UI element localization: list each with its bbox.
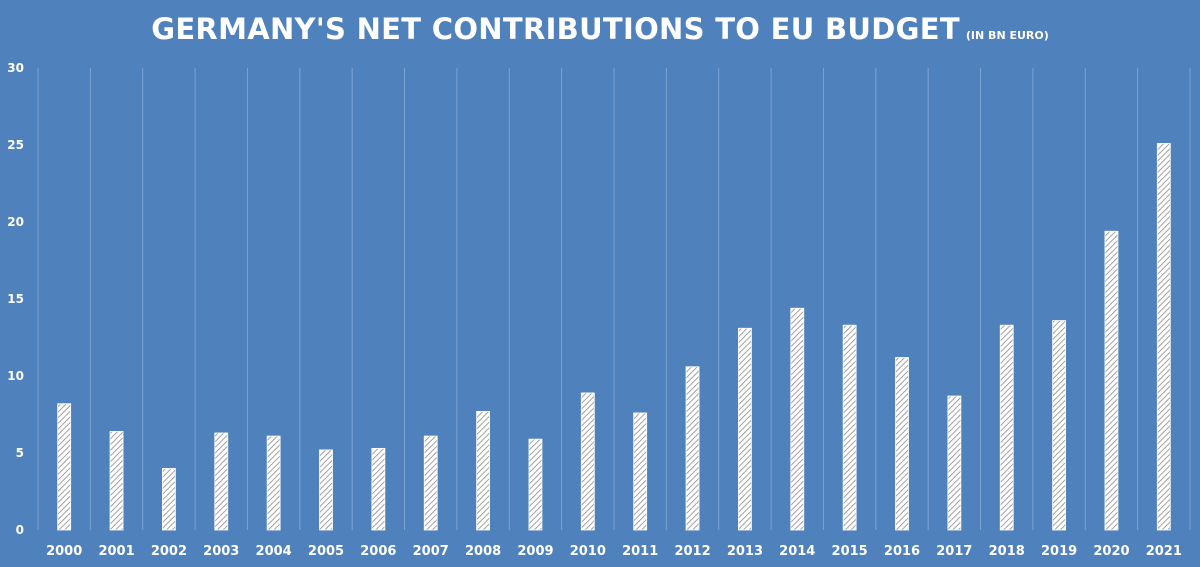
bar-2014 bbox=[790, 307, 805, 531]
bar-2005 bbox=[319, 449, 333, 531]
y-tick-label: 25 bbox=[7, 138, 24, 152]
x-tick-label: 2017 bbox=[936, 544, 972, 559]
bar-2012 bbox=[685, 366, 700, 531]
y-tick-label: 30 bbox=[7, 61, 24, 75]
x-tick-label: 2020 bbox=[1093, 544, 1129, 559]
x-tick-label: 2019 bbox=[1041, 544, 1077, 559]
y-axis-ticks: 0 5 10 15 20 25 30 bbox=[7, 61, 24, 537]
bar-2000 bbox=[57, 403, 72, 531]
x-tick-label: 2014 bbox=[779, 544, 815, 559]
x-tick-label: 2002 bbox=[151, 544, 187, 559]
x-tick-label: 2006 bbox=[360, 544, 396, 559]
bar-2009 bbox=[528, 438, 543, 531]
bar-2004 bbox=[266, 435, 281, 531]
x-tick-label: 2004 bbox=[256, 544, 292, 559]
x-tick-label: 2010 bbox=[570, 544, 606, 559]
x-tick-label: 2005 bbox=[308, 544, 344, 559]
bar-2021 bbox=[1156, 143, 1171, 531]
bar-2011 bbox=[633, 412, 648, 531]
x-axis-ticks: 2000 2001 2002 2003 2004 2005 2006 2007 2008 2009… bbox=[46, 544, 1182, 559]
x-tick-label: 2003 bbox=[203, 544, 239, 559]
x-tick-label: 2007 bbox=[413, 544, 449, 559]
bar-2010 bbox=[580, 392, 595, 531]
bar-2006 bbox=[371, 447, 386, 531]
x-tick-label: 2000 bbox=[46, 544, 82, 559]
grid-lines bbox=[37, 68, 1191, 530]
bar-2018 bbox=[999, 324, 1014, 531]
bar-2007 bbox=[423, 435, 438, 531]
x-tick-label: 2013 bbox=[727, 544, 763, 559]
bar-2008 bbox=[476, 411, 490, 531]
y-tick-label: 10 bbox=[7, 369, 24, 383]
bar-2019 bbox=[1052, 320, 1066, 531]
bar-2017 bbox=[947, 395, 962, 531]
bar-2020 bbox=[1104, 230, 1119, 531]
bar-2001 bbox=[109, 431, 124, 531]
bar-2013 bbox=[738, 327, 752, 531]
x-tick-label: 2011 bbox=[622, 544, 658, 559]
bar-2015 bbox=[842, 324, 857, 531]
y-tick-label: 5 bbox=[16, 446, 24, 460]
chart-title: GERMANY'S NET CONTRIBUTIONS TO EU BUDGET… bbox=[0, 12, 1200, 46]
x-tick-label: 2001 bbox=[98, 544, 134, 559]
y-tick-label: 20 bbox=[7, 215, 24, 229]
x-tick-label: 2008 bbox=[465, 544, 501, 559]
y-tick-label: 0 bbox=[16, 523, 24, 537]
bars bbox=[57, 143, 1171, 531]
bar-2016 bbox=[895, 357, 909, 531]
bar-2002 bbox=[162, 467, 176, 531]
y-tick-label: 15 bbox=[7, 292, 24, 306]
chart-title-text: GERMANY'S NET CONTRIBUTIONS TO EU BUDGET bbox=[151, 12, 960, 46]
x-tick-label: 2021 bbox=[1146, 544, 1182, 559]
x-tick-label: 2012 bbox=[674, 544, 710, 559]
x-tick-label: 2018 bbox=[989, 544, 1025, 559]
x-tick-label: 2009 bbox=[517, 544, 553, 559]
x-tick-label: 2016 bbox=[884, 544, 920, 559]
bar-2003 bbox=[214, 432, 229, 531]
chart-subtitle: (IN BN EURO) bbox=[965, 29, 1049, 42]
x-tick-label: 2015 bbox=[832, 544, 868, 559]
